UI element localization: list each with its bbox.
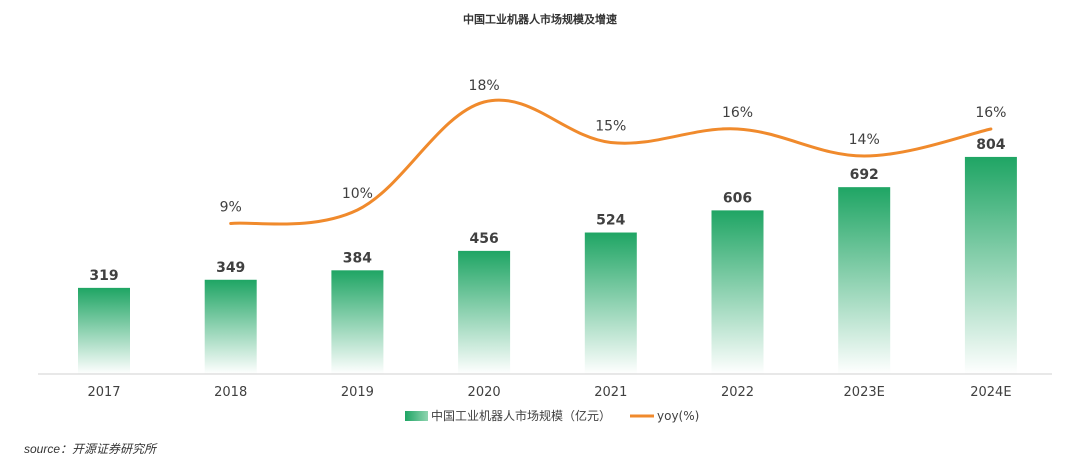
x-tick-2024E: 2024E [970,385,1011,400]
yoy-label-2018: 9% [220,200,242,216]
legend: 中国工业机器人市场规模（亿元） yoy(%) [405,408,699,423]
yoy-label-2022: 16% [722,105,753,121]
x-tick-2020: 2020 [468,385,501,400]
x-tick-2019: 2019 [341,385,374,400]
legend-bar-swatch [405,411,428,421]
yoy-label-2023E: 14% [849,132,880,148]
bar-2021 [584,232,637,374]
bar-value-label-2019: 384 [343,250,372,266]
bar-2023E [838,187,891,374]
x-tick-2017: 2017 [87,385,120,400]
bar-2017 [78,287,130,374]
x-tick-2018: 2018 [214,385,247,400]
yoy-label-2024E: 16% [975,105,1006,121]
x-tick-2021: 2021 [594,385,627,400]
bar-value-label-2018: 349 [216,260,245,276]
bar-series: 319 349 384 456 524 606 692 804 [78,137,1017,374]
bar-2018 [204,279,257,374]
bar-2019 [331,270,384,374]
bar-value-label-2020: 456 [469,231,498,247]
yoy-label-2020: 18% [469,78,500,94]
legend-line-label: yoy(%) [657,409,699,423]
yoy-label-2021: 15% [595,119,626,135]
bar-value-label-2022: 606 [723,190,752,206]
x-axis-ticks: 2017 2018 2019 2020 2021 2022 2023E 2024E [87,385,1011,400]
bar-value-label-2017: 319 [89,268,118,284]
bar-2024E [964,156,1017,374]
bar-value-label-2024E: 804 [976,137,1005,153]
x-tick-2023E: 2023E [844,385,885,400]
bar-value-label-2023E: 692 [850,167,879,183]
chart: 中国工业机器人市场规模及增速 319349384456524606692804 … [38,12,1052,423]
yoy-labels: 9% 10% 18% 15% 16% 14% 16% [220,78,1007,216]
bar-2020 [458,250,511,374]
source-note: source：开源证券研究所 [24,442,157,456]
bar-2022 [711,210,764,374]
chart-title: 中国工业机器人市场规模及增速 [463,12,617,26]
bar-value-label-2021: 524 [596,213,625,229]
legend-bar-label: 中国工业机器人市场规模（亿元） [431,408,611,423]
yoy-line [229,98,993,226]
yoy-label-2019: 10% [342,186,373,202]
x-tick-2022: 2022 [721,385,754,400]
